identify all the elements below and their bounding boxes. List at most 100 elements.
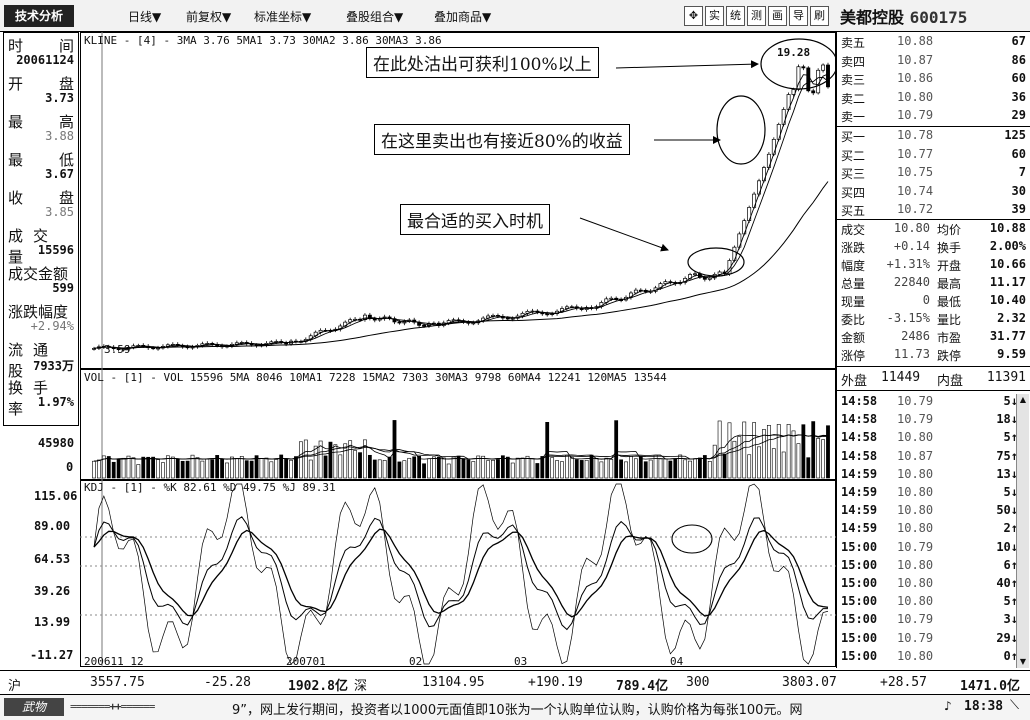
stat-label: 最低 <box>937 295 962 309</box>
tick-volume: 18↓ <box>996 412 1018 427</box>
period-menu[interactable]: 日线▼ <box>128 10 162 24</box>
buy-label: 买三 <box>841 167 866 181</box>
volume-bar <box>673 458 678 479</box>
volume-bar <box>274 459 279 479</box>
sell-price: 10.86 <box>897 71 934 85</box>
volume-bar <box>693 458 697 479</box>
volume-bar <box>338 454 343 479</box>
volume-panel-frame <box>80 369 836 480</box>
chart-area[interactable] <box>80 32 836 670</box>
resize-icon[interactable]: ⟍ <box>1010 698 1020 713</box>
volume-bar <box>200 460 205 479</box>
tick-time: 14:58 <box>841 448 878 463</box>
scroll-down-icon[interactable]: ▼ <box>1019 657 1027 666</box>
kdj-axis-label: 64.53 <box>34 552 71 566</box>
ma5-line <box>93 76 829 349</box>
candle-body <box>609 297 614 300</box>
buy-price: 10.78 <box>897 128 934 142</box>
tick-volume: 5↑ <box>1003 594 1018 609</box>
move-icon[interactable]: ✥ <box>684 6 703 26</box>
tech-analysis-button[interactable]: 技术分析 <box>4 5 74 27</box>
tick-row: 14:58 10.79 18↓ <box>841 412 1018 429</box>
volume-bar <box>284 458 289 479</box>
index-status-bar: 沪 3557.75 -25.28 1902.8亿 深 13104.95 +190… <box>0 670 1030 694</box>
volume-bar <box>210 459 215 479</box>
sell-label: 卖四 <box>841 54 866 69</box>
sz-index: 13104.95 <box>422 675 485 690</box>
volume-bar <box>496 459 500 479</box>
stat-value: 2.32 <box>997 311 1026 325</box>
refresh-button[interactable]: 刷 <box>810 6 829 26</box>
left-label: 成交量 <box>8 225 74 266</box>
tick-row: 14:58 10.87 75↑ <box>841 449 1018 466</box>
stat-value: -3.15% <box>886 311 930 325</box>
draw-button[interactable]: 画 <box>768 6 787 26</box>
buy-price: 10.77 <box>897 146 934 161</box>
sell-price: 10.79 <box>897 108 934 122</box>
tick-price: 10.79 <box>897 612 934 627</box>
sell80-ellipse <box>716 95 766 165</box>
tick-row: 15:00 10.80 6↑ <box>841 558 1018 575</box>
left-label-a: 时 <box>8 37 24 55</box>
tick-row: 14:59 10.80 5↓ <box>841 485 1018 502</box>
tick-time: 14:58 <box>841 412 878 427</box>
volume-bar <box>762 429 766 479</box>
kdj-axis-label: 115.06 <box>34 489 78 503</box>
sh-change: -25.28 <box>204 675 251 690</box>
coordinate-menu[interactable]: 标准坐标▼ <box>254 10 312 24</box>
candle-body <box>806 67 811 92</box>
volume-bar <box>367 454 372 479</box>
stat-button[interactable]: 统 <box>726 6 745 26</box>
overlay-menu[interactable]: 叠加商品▼ <box>434 10 492 24</box>
volume-bar <box>550 457 555 479</box>
scroll-up-icon[interactable]: ▲ <box>1019 395 1027 404</box>
stat-label: 换手 <box>937 241 962 255</box>
volume-bar <box>363 439 367 479</box>
volume-bar <box>180 460 185 479</box>
buy-volume: 60 <box>1011 146 1026 161</box>
adjust-menu[interactable]: 前复权▼ <box>186 10 232 24</box>
volume-bar <box>225 462 229 479</box>
left-label-b: 盘 <box>58 189 74 207</box>
left-value: 15596 <box>37 243 74 257</box>
measure-button[interactable]: 测 <box>747 6 766 26</box>
tick-volume: 40↑ <box>996 576 1018 590</box>
real-button[interactable]: 实 <box>705 6 724 26</box>
inner-value: 11391 <box>986 370 1026 385</box>
buy-label: 买一 <box>841 130 866 144</box>
stat-label: 均价 <box>937 223 962 237</box>
combo-menu[interactable]: 叠股组合▼ <box>346 10 404 24</box>
tick-scrollbar[interactable]: ▲ ▼ <box>1016 394 1029 668</box>
volume-bar <box>515 457 520 479</box>
volume-bar <box>466 459 471 479</box>
left-info-panel: 时间 20061124 开盘 3.73 最高 3.88 最低 3.67 收盘 3.85 成交量 155… <box>3 32 79 426</box>
volume-bar <box>101 455 106 479</box>
volume-bar <box>732 440 737 479</box>
export-button[interactable]: 导 <box>789 6 808 26</box>
volume-bar <box>791 430 796 479</box>
stat-label: 跌停 <box>937 349 962 363</box>
volume-bar <box>505 456 510 479</box>
volume-bar <box>230 456 234 479</box>
tick-price: 10.79 <box>897 412 934 427</box>
volume-bar <box>481 455 486 479</box>
candle-body <box>771 138 776 155</box>
tick-row: 15:00 10.80 40↑ <box>841 576 1018 593</box>
news-ticker[interactable]: 9”，网上发行期间，投资者以1000元面值即10张为一个认购单位认购，认购价格为… <box>232 703 803 717</box>
volume-bar <box>190 454 195 479</box>
volume-bar <box>658 458 663 479</box>
buy-price: 10.72 <box>897 202 934 216</box>
top-toolbar: 技术分析 日线▼ 前复权▼ 标准坐标▼ 叠股组合▼ 叠加商品▼ ✥ 实 统 测 … <box>0 0 1030 32</box>
volume-bar <box>491 459 495 479</box>
left-label-a: 最 <box>8 113 24 131</box>
date-label-3: 02 <box>409 655 423 668</box>
bell-icon[interactable]: ♪ <box>944 699 952 713</box>
left-label-a: 成交量 <box>8 227 59 266</box>
volume-bar <box>471 461 476 479</box>
volume-bar <box>510 462 515 479</box>
volume-bar <box>97 459 101 479</box>
buy-label: 买二 <box>841 148 866 163</box>
candle-body <box>633 289 638 294</box>
annotation-buy: 最合适的买入时机 <box>400 204 550 235</box>
volume-bar <box>333 444 338 479</box>
